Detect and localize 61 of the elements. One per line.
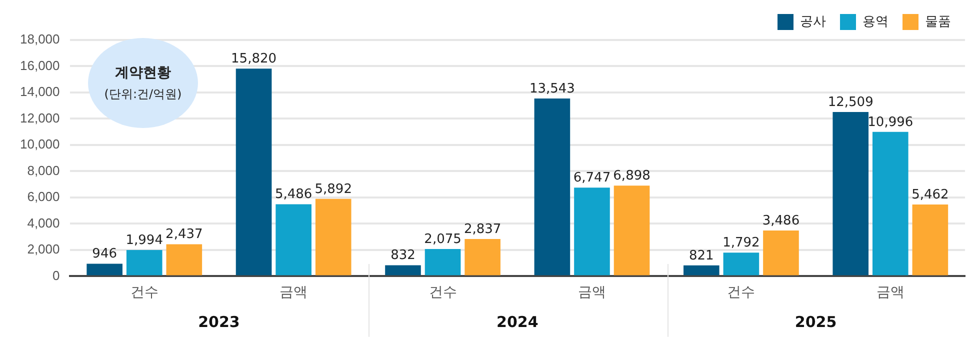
- data-label: 1,994: [126, 232, 163, 248]
- data-label: 15,820: [231, 51, 277, 66]
- bar: [86, 264, 122, 276]
- y-tick-label: 16,000: [20, 58, 60, 73]
- legend-label: 공사: [800, 14, 826, 29]
- data-label: 3,486: [762, 213, 800, 228]
- data-label: 5,892: [314, 182, 352, 197]
- bar: [872, 132, 908, 276]
- x-tick-label: 건수: [130, 283, 158, 300]
- bar: [684, 265, 720, 276]
- bar: [315, 198, 352, 276]
- y-tick-label: 18,000: [20, 32, 60, 47]
- data-label: 821: [688, 248, 714, 264]
- text: 2023: [198, 313, 240, 332]
- data-label: 2,837: [464, 222, 502, 237]
- y-tick-label: 6,000: [27, 189, 60, 204]
- y-tick-label: 14,000: [20, 84, 60, 100]
- data-label: 13,543: [529, 81, 575, 96]
- bar: [385, 265, 421, 276]
- bar: [424, 248, 461, 276]
- y-tick-label: 12,000: [20, 110, 60, 126]
- bar: [763, 230, 799, 276]
- annotation: 계약현황: [115, 64, 171, 82]
- x-tick-label: 금액: [876, 283, 904, 300]
- annotation: (단위:건/억원): [104, 86, 182, 102]
- data-label: 12,509: [828, 94, 874, 110]
- text: 2025: [794, 313, 837, 332]
- y-tick-label: 0: [52, 268, 60, 283]
- bar: [236, 68, 272, 276]
- data-label: 832: [390, 248, 416, 264]
- bar: [464, 238, 500, 276]
- x-tick-label: 금액: [578, 283, 606, 300]
- bar: [574, 188, 610, 276]
- x-tick-label: 건수: [727, 283, 756, 300]
- legend-label: 용역: [862, 14, 888, 29]
- y-tick-label: 8,000: [27, 162, 60, 178]
- data-label: 5,462: [912, 187, 949, 202]
- bar: [912, 204, 948, 276]
- bar: [166, 244, 202, 276]
- bar: [126, 250, 162, 276]
- x-tick-label: 건수: [428, 283, 457, 300]
- bar: [723, 252, 760, 276]
- y-tick-label: 2,000: [27, 242, 60, 257]
- text: 2024: [496, 313, 538, 332]
- data-label: 2,075: [424, 232, 462, 247]
- x-tick-label: 금액: [280, 283, 308, 300]
- data-label: 6,898: [613, 168, 650, 184]
- data-label: 1,792: [722, 236, 760, 251]
- y-tick-label: 10,000: [20, 136, 60, 152]
- bar: [832, 112, 869, 276]
- bar: [534, 98, 570, 276]
- y-tick-label: 4,000: [27, 215, 60, 230]
- bar: [276, 204, 312, 276]
- data-label: 10,996: [868, 114, 914, 130]
- circle-badge: 계약현황 (단위:건/억원): [88, 38, 198, 128]
- data-label: 2,437: [166, 227, 203, 242]
- data-label: 6,747: [573, 170, 611, 186]
- bar: [614, 186, 650, 276]
- data-label: 5,486: [274, 187, 312, 202]
- data-label: 946: [92, 246, 117, 262]
- legend-label: 물품: [925, 14, 951, 29]
